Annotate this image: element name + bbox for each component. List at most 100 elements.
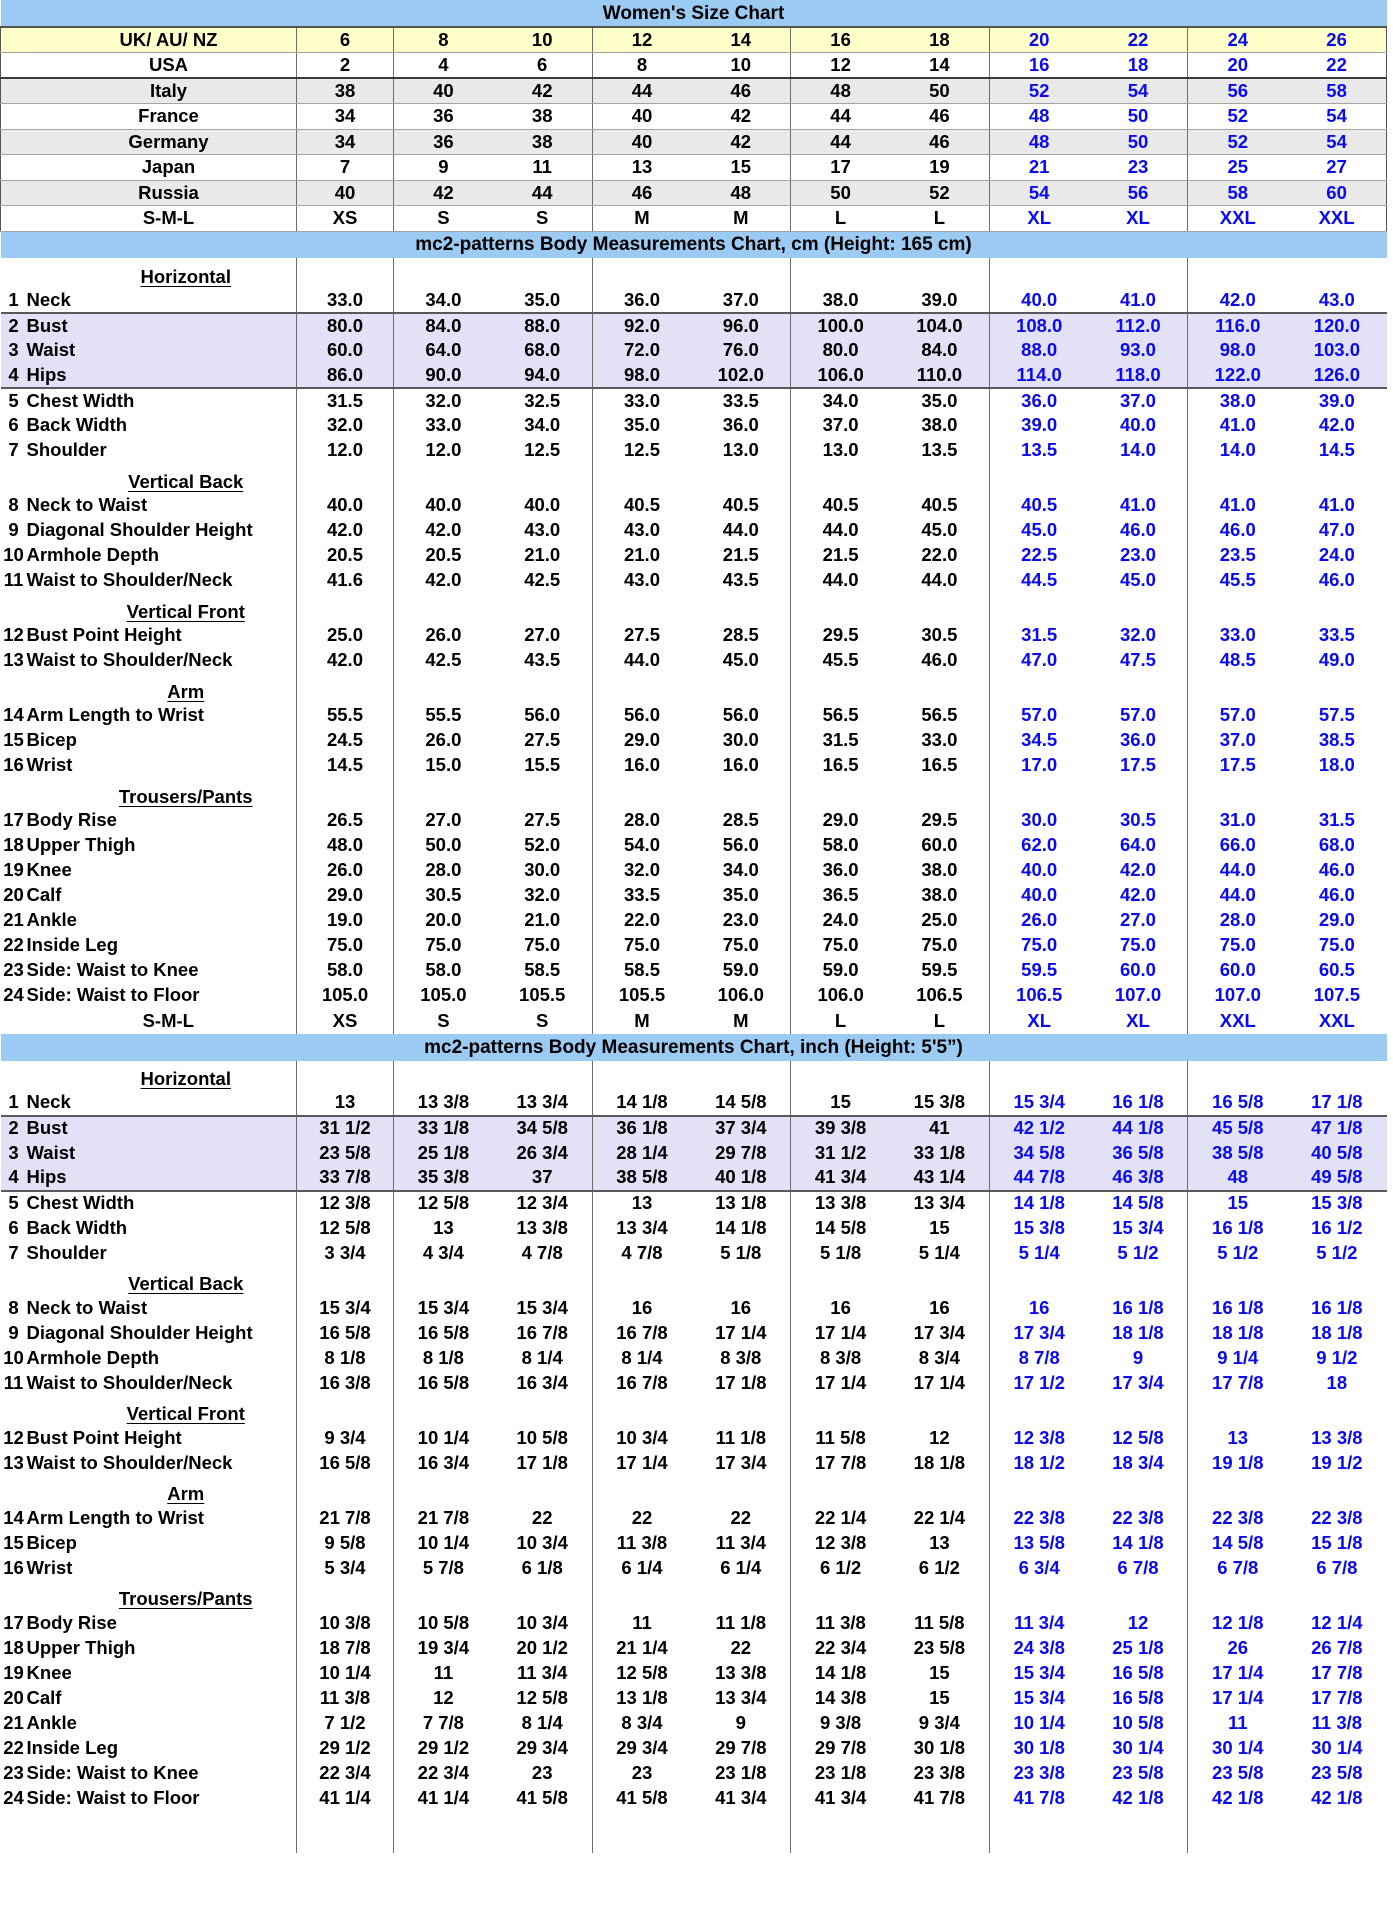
measure-cell: 22 3/8 <box>1187 1505 1288 1531</box>
empty-cell <box>691 258 790 288</box>
empty-cell <box>790 1475 890 1506</box>
measure-cell: 24 3/8 <box>988 1635 1089 1661</box>
size-cell: 60 <box>1287 180 1388 206</box>
row-label: 15 Bicep <box>1 728 297 753</box>
measure-cell: 41 1/4 <box>296 1785 394 1811</box>
row-number: 17 <box>3 1611 24 1633</box>
measure-cell: 13 <box>1187 1425 1288 1451</box>
measure-cell: 17 7/8 <box>1311 1686 1363 1708</box>
measure-cell: 23 <box>591 1760 692 1786</box>
measure-cell: 40.5 <box>790 493 890 518</box>
measure-cell: 41.0 <box>1187 493 1288 518</box>
measure-cell: 5 7/8 <box>392 1555 493 1581</box>
size-cell: XXL <box>1187 205 1288 232</box>
row-number: 18 <box>3 834 24 856</box>
row-number: 7 <box>8 1241 19 1263</box>
measure-cell: 37 3/4 <box>691 1114 791 1141</box>
measure-cell: 33.0 <box>921 729 958 751</box>
measure-cell: 22.5 <box>988 543 1089 568</box>
empty-cell <box>988 463 1089 493</box>
row-label: Japan <box>0 154 297 181</box>
measure-cell: 13 <box>929 1531 950 1553</box>
measure-cell: 15 3/4 <box>516 1296 568 1318</box>
row-label-text: Side: Waist to Knee <box>26 959 199 981</box>
size-cell: 34 <box>296 103 394 130</box>
measure-cell: 10 1/4 <box>392 1530 493 1556</box>
measure-cell: 44 7/8 <box>988 1165 1089 1192</box>
measure-cell: 13 1/8 <box>715 1192 767 1214</box>
measure-cell: 9 <box>735 1711 746 1733</box>
measure-cell: 14 1/8 <box>988 1190 1089 1216</box>
measure-cell: 33.0 <box>1187 623 1288 648</box>
empty-cell <box>691 593 790 623</box>
empty-cell <box>1187 1395 1288 1426</box>
measure-cell: 37.0 <box>1119 389 1156 411</box>
measure-cell: 12.5 <box>524 439 561 461</box>
empty-cell <box>890 1396 989 1426</box>
row-label: Germany <box>0 129 297 155</box>
row-label-text: Calf <box>26 884 62 906</box>
size-cell: 14 <box>889 52 990 79</box>
measure-cell: 41 7/8 <box>988 1785 1089 1811</box>
row-label: 24 Side: Waist to Floor <box>1 983 297 1008</box>
size-cell: 54 <box>1287 129 1388 155</box>
row-number: 10 <box>3 1346 24 1368</box>
measure-cell: 12 1/8 <box>1187 1610 1288 1636</box>
measure-cell: 16 5/8 <box>296 1320 394 1346</box>
measure-cell: 37.0 <box>1187 728 1288 753</box>
measure-cell: 21.0 <box>524 544 561 566</box>
measure-cell: 15.0 <box>392 753 493 778</box>
size-cell: XXL <box>1187 1008 1288 1034</box>
measure-cell: 29.0 <box>591 728 692 753</box>
size-cell: 46 <box>889 129 990 155</box>
measure-cell: 45.5 <box>790 648 890 673</box>
row-label-text: Diagonal Shoulder Height <box>26 1321 253 1343</box>
measure-cell: 28.5 <box>722 624 759 646</box>
empty-cell <box>890 1266 989 1296</box>
size-cell: 20 <box>988 27 1089 53</box>
measure-cell: 33 1/8 <box>913 1141 966 1163</box>
row-label: 24 Side: Waist to Floor <box>1 1786 297 1811</box>
row-label: 13 Waist to Shoulder/Neck <box>1 648 297 673</box>
empty-cell <box>392 1580 493 1611</box>
size-cell: M <box>591 205 692 232</box>
row-number: 19 <box>3 859 24 881</box>
measure-cell: 22.0 <box>921 544 958 566</box>
empty-cell <box>890 593 989 623</box>
measure-cell: 18 1/2 <box>988 1450 1089 1476</box>
measure-cell: 23.0 <box>1119 544 1156 566</box>
empty-cell <box>493 1396 592 1426</box>
measure-cell: 49 5/8 <box>1287 1165 1387 1192</box>
measure-cell: 4 3/4 <box>392 1240 493 1266</box>
measure-cell: 33.0 <box>392 413 493 438</box>
measure-cell: 22 3/4 <box>790 1635 890 1661</box>
empty-cell <box>790 673 890 703</box>
size-cell: XL <box>1088 205 1188 232</box>
measure-cell: 25.0 <box>921 909 958 931</box>
size-cell: 18 <box>889 27 990 53</box>
row-number: 18 <box>3 1636 24 1658</box>
size-cell: 16 <box>988 52 1089 79</box>
size-cell: 52 <box>889 180 990 206</box>
measure-cell: 8 1/8 <box>392 1345 493 1371</box>
measure-cell: 8 1/8 <box>296 1345 394 1371</box>
row-number: 7 <box>8 439 19 461</box>
measure-cell: 14 5/8 <box>790 1215 890 1241</box>
size-chart-table: Women's Size Chart UK/ AU/ NZ 6 8 10 12 14 16 18… <box>0 0 1388 1853</box>
size-cell: 23 <box>1088 154 1188 181</box>
measure-cell: 48.0 <box>296 833 394 858</box>
empty-cell <box>1187 258 1288 288</box>
row-label-text: Chest Width <box>26 389 135 411</box>
row-label-text: Ankle <box>26 909 77 931</box>
row-label-text: Waist to Shoulder/Neck <box>26 649 233 671</box>
empty-cell <box>591 463 692 493</box>
measure-cell: 22 1/4 <box>790 1505 890 1531</box>
measure-cell: 16 1/8 <box>1112 1296 1164 1318</box>
row-label: 6 Back Width <box>1 413 297 438</box>
row-label: 20 Calf <box>1 883 297 908</box>
measure-cell: 14 1/8 <box>591 1090 692 1116</box>
empty-cell <box>1 1811 297 1853</box>
size-cell: 6 <box>492 52 593 79</box>
measure-cell: 100.0 <box>790 312 890 338</box>
measure-cell: 23 3/8 <box>988 1760 1089 1786</box>
